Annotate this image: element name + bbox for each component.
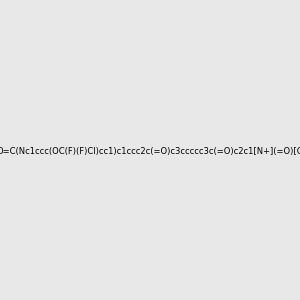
Text: O=C(Nc1ccc(OC(F)(F)Cl)cc1)c1ccc2c(=O)c3ccccc3c(=O)c2c1[N+](=O)[O-]: O=C(Nc1ccc(OC(F)(F)Cl)cc1)c1ccc2c(=O)c3c… bbox=[0, 147, 300, 156]
